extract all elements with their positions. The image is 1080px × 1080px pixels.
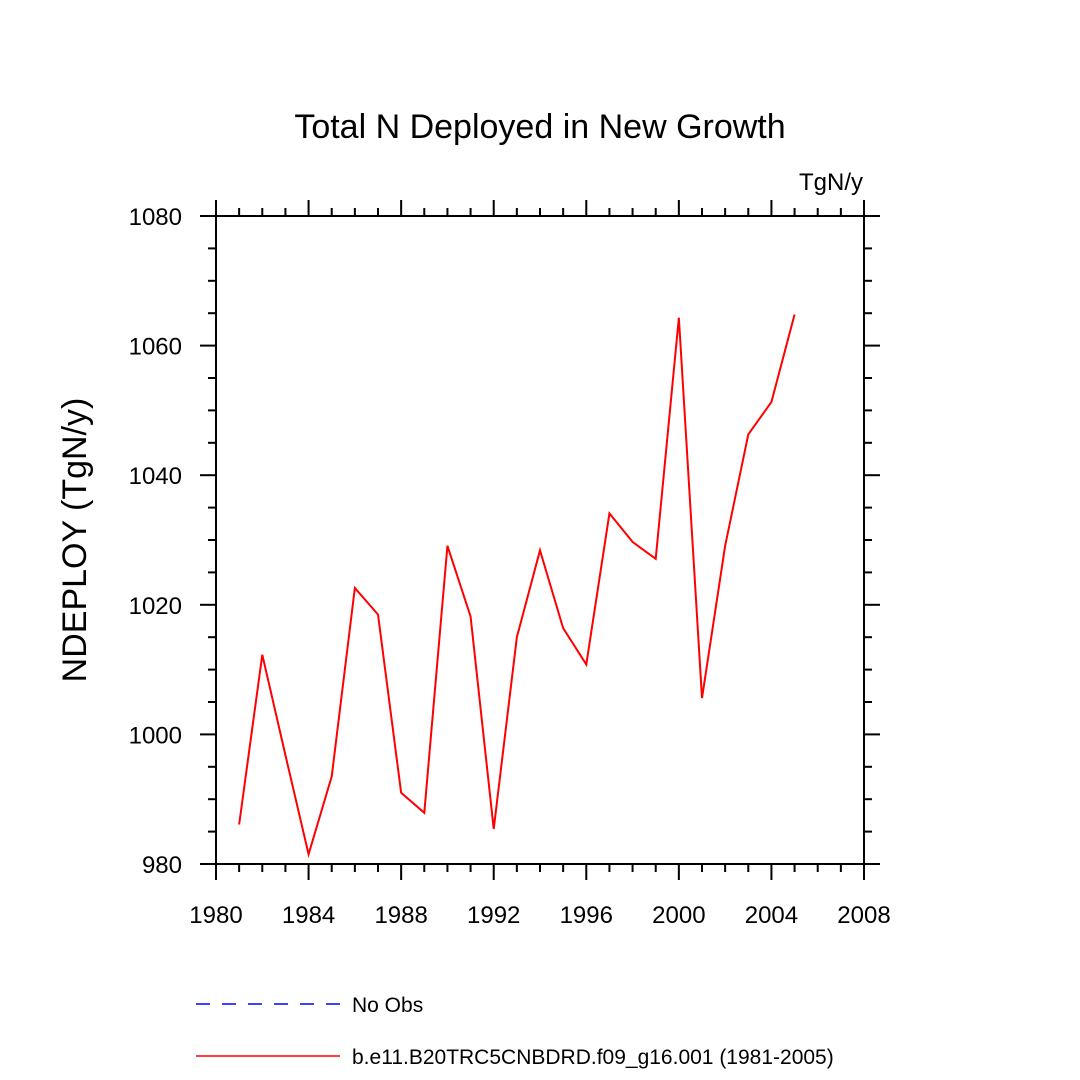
chart-title: Total N Deployed in New Growth <box>294 108 785 146</box>
y-tick-label: 1020 <box>129 593 182 620</box>
axis-ticks <box>200 200 880 880</box>
y-tick-label: 980 <box>142 852 182 879</box>
units-label: TgN/y <box>799 169 863 196</box>
plot-frame <box>215 215 865 865</box>
y-axis-label: NDEPLOY (TgN/y) <box>56 398 94 683</box>
x-tick-label: 1988 <box>374 902 427 929</box>
series-layer <box>238 314 796 859</box>
legend: No Obs b.e11.B20TRC5CNBDRD.f09_g16.001 (… <box>196 994 834 1069</box>
y-tick-label: 1040 <box>129 463 182 490</box>
x-tick-label: 2004 <box>745 902 798 929</box>
x-tick-label: 2008 <box>837 902 890 929</box>
x-tick-label: 1992 <box>467 902 520 929</box>
legend-label-no-obs: No Obs <box>352 994 423 1017</box>
x-tick-label: 1984 <box>282 902 335 929</box>
y-tick-label: 1000 <box>129 722 182 749</box>
legend-label-model: b.e11.B20TRC5CNBDRD.f09_g16.001 (1981-20… <box>352 1046 834 1069</box>
y-tick-label: 1080 <box>129 204 182 231</box>
y-tick-label: 1060 <box>129 334 182 361</box>
x-tick-label: 1996 <box>560 902 613 929</box>
series-line-1 <box>238 314 796 859</box>
x-tick-label: 1980 <box>189 902 242 929</box>
x-tick-label: 2000 <box>652 902 705 929</box>
tick-labels: 1980 1984 1988 1992 1996 2000 2004 2008 980 1000 1… <box>129 204 891 929</box>
